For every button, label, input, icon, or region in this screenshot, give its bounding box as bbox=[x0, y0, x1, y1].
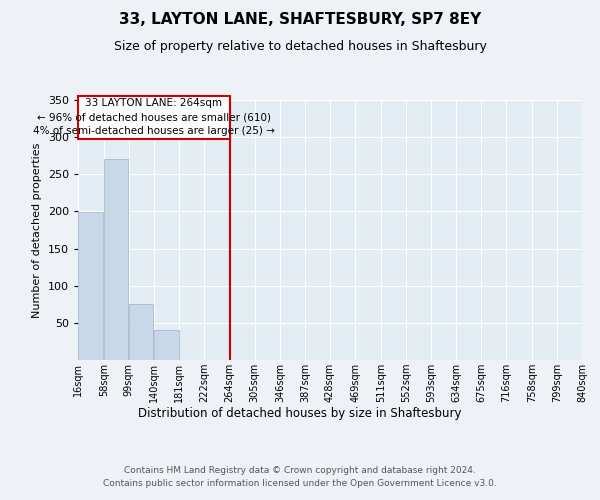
Bar bbox=[154, 330, 179, 360]
Text: 33, LAYTON LANE, SHAFTESBURY, SP7 8EY: 33, LAYTON LANE, SHAFTESBURY, SP7 8EY bbox=[119, 12, 481, 28]
Bar bbox=[104, 158, 128, 360]
Bar bbox=[129, 304, 154, 360]
Text: 33 LAYTON LANE: 264sqm
← 96% of detached houses are smaller (610)
4% of semi-det: 33 LAYTON LANE: 264sqm ← 96% of detached… bbox=[33, 98, 275, 136]
Text: Contains HM Land Registry data © Crown copyright and database right 2024.
Contai: Contains HM Land Registry data © Crown c… bbox=[103, 466, 497, 487]
Text: Size of property relative to detached houses in Shaftesbury: Size of property relative to detached ho… bbox=[113, 40, 487, 53]
Y-axis label: Number of detached properties: Number of detached properties bbox=[32, 142, 42, 318]
Bar bbox=[78, 96, 230, 138]
Text: Distribution of detached houses by size in Shaftesbury: Distribution of detached houses by size … bbox=[138, 408, 462, 420]
Bar bbox=[79, 212, 103, 360]
